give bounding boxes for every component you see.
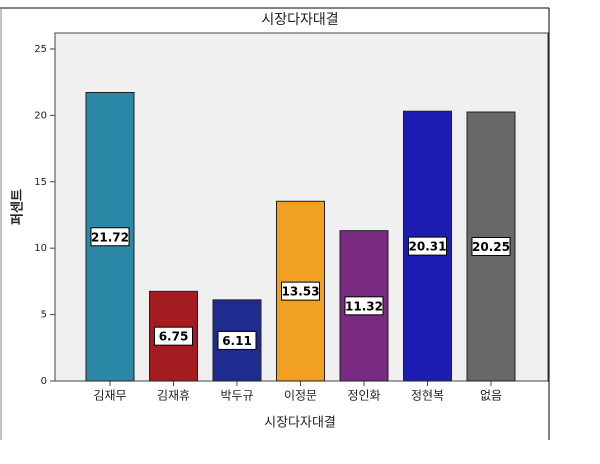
y-axis-label: 퍼센트 xyxy=(10,189,26,225)
value-label-box xyxy=(217,330,257,350)
value-label: 13.53 xyxy=(282,285,320,299)
value-label-box xyxy=(281,281,320,301)
x-tick-label: 김재휴 xyxy=(157,389,190,403)
value-label-box xyxy=(408,236,447,256)
x-axis-label: 시장다자대결 xyxy=(264,416,336,431)
value-label: 20.25 xyxy=(472,240,510,254)
x-tick-label: 김재무 xyxy=(93,389,126,403)
y-tick-label: 5 xyxy=(41,310,47,321)
value-label: 6.11 xyxy=(222,334,252,348)
x-tick-label: 정인화 xyxy=(347,389,380,403)
y-tick-label: 25 xyxy=(34,44,47,55)
y-tick-label: 10 xyxy=(34,243,47,254)
value-label-box xyxy=(90,227,130,247)
value-label-box xyxy=(344,296,384,316)
y-tick-label: 0 xyxy=(41,376,47,387)
x-tick-label: 박두규 xyxy=(220,389,253,403)
value-label: 6.75 xyxy=(159,330,189,344)
value-label: 11.32 xyxy=(345,299,383,313)
x-tick-label: 이정문 xyxy=(284,389,317,403)
value-label-box xyxy=(471,237,511,257)
value-label: 20.31 xyxy=(409,240,447,254)
value-label: 21.72 xyxy=(91,230,129,244)
chart-title: 시장다자대결 xyxy=(261,12,338,28)
y-tick-label: 15 xyxy=(34,177,47,188)
y-tick-label: 20 xyxy=(34,110,47,121)
x-tick-label: 없음 xyxy=(480,389,502,403)
value-label-box xyxy=(154,326,193,346)
x-tick-label: 정현복 xyxy=(411,389,444,403)
